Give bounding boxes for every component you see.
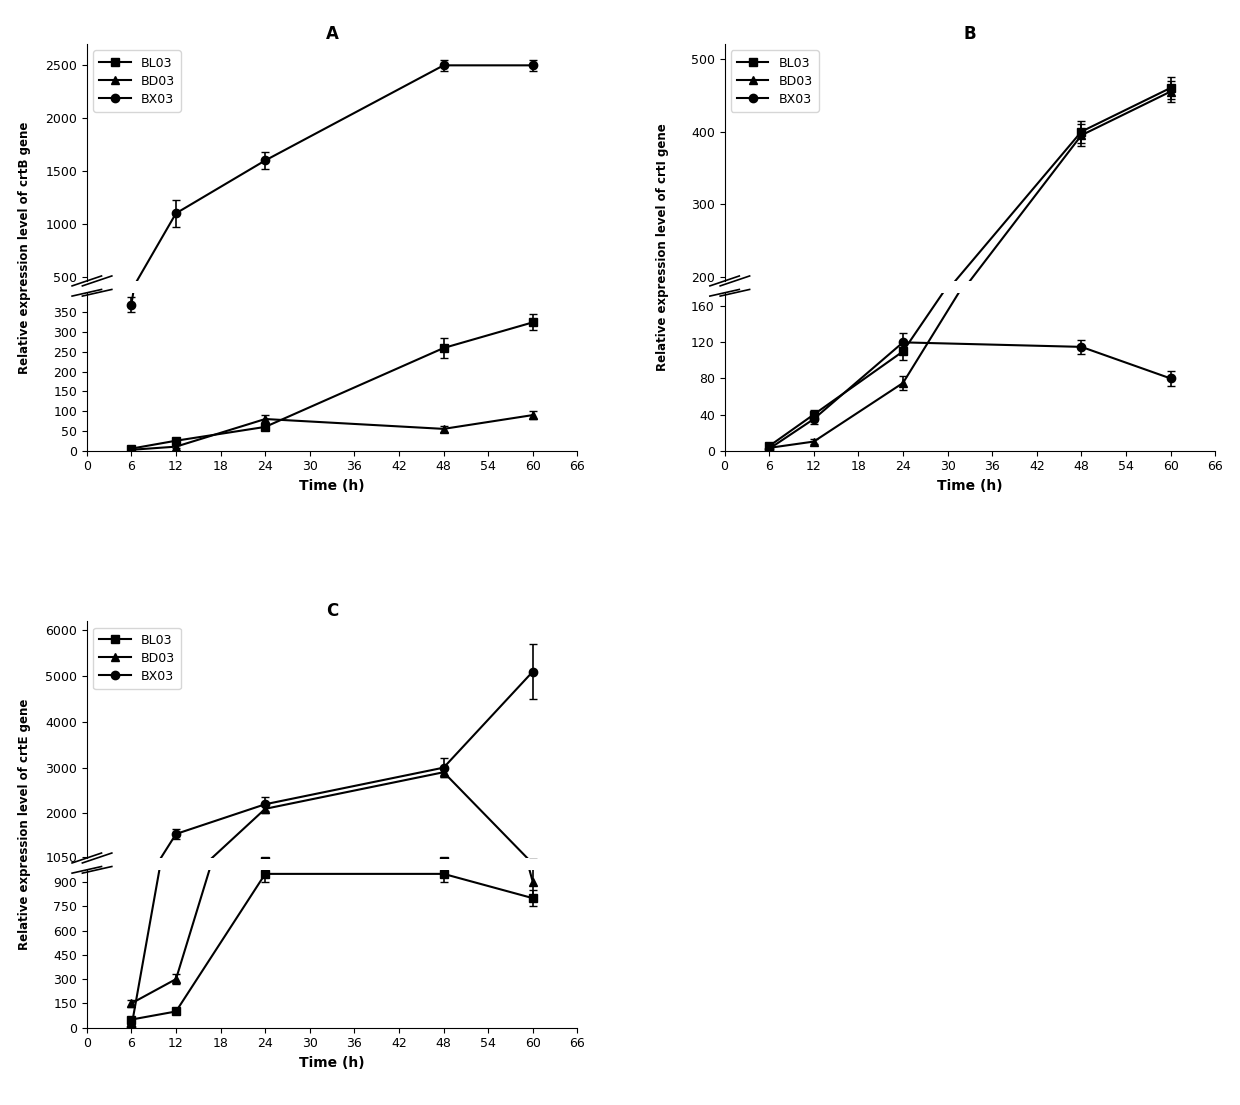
Text: Relative expression level of crtI gene: Relative expression level of crtI gene [656,124,670,371]
Legend: BL03, BD03, BX03: BL03, BD03, BX03 [93,51,181,112]
Title: C: C [326,602,339,620]
Legend: BL03, BD03, BX03: BL03, BD03, BX03 [730,51,818,112]
X-axis label: Time (h): Time (h) [299,1056,365,1070]
X-axis label: Time (h): Time (h) [299,478,365,493]
Text: Relative expression level of crtE gene: Relative expression level of crtE gene [19,698,31,950]
Title: A: A [326,24,339,43]
Text: Relative expression level of crtB gene: Relative expression level of crtB gene [19,122,31,373]
X-axis label: Time (h): Time (h) [937,478,1003,493]
Title: B: B [963,24,976,43]
Legend: BL03, BD03, BX03: BL03, BD03, BX03 [93,628,181,690]
